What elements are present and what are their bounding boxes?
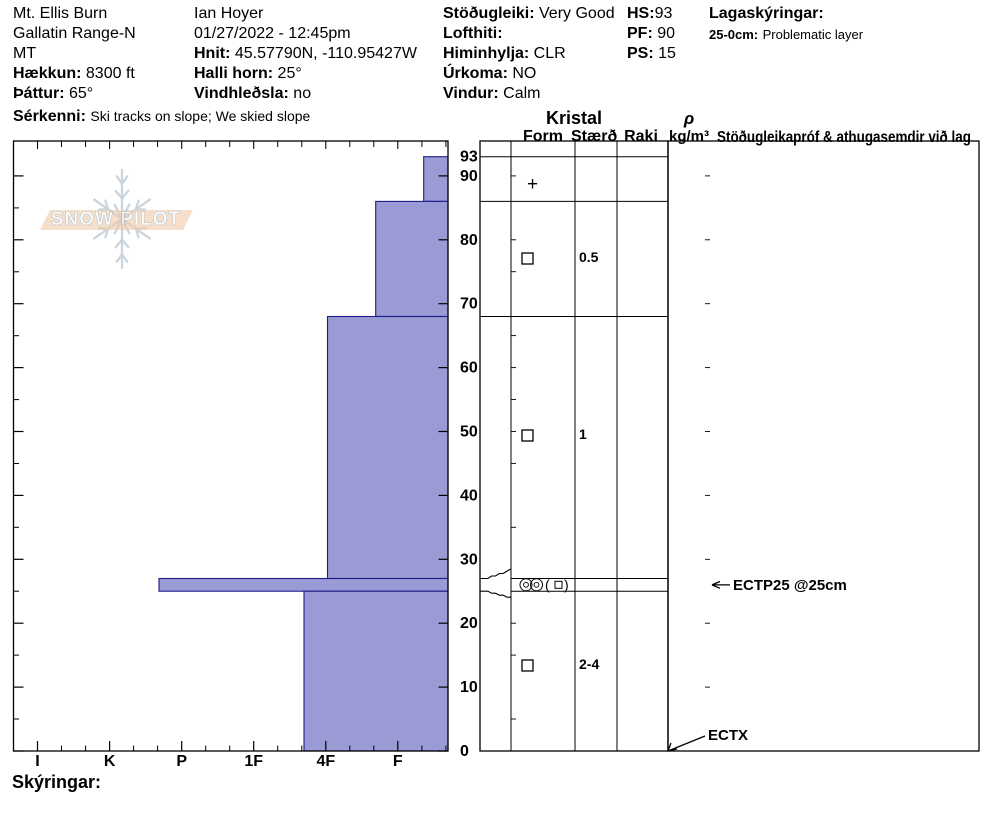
svg-text:(: ( xyxy=(545,576,550,592)
svg-text:ECTX: ECTX xyxy=(708,727,748,744)
svg-text:): ) xyxy=(564,576,569,592)
svg-text:I: I xyxy=(35,753,39,770)
svg-text:90: 90 xyxy=(460,168,478,185)
svg-text:10: 10 xyxy=(460,679,478,696)
svg-text:4F: 4F xyxy=(316,753,335,770)
svg-text:2-4: 2-4 xyxy=(579,656,599,672)
svg-text:ECTP25 @25cm: ECTP25 @25cm xyxy=(733,577,847,594)
svg-text:0.5: 0.5 xyxy=(579,249,599,265)
svg-text:40: 40 xyxy=(460,487,478,504)
svg-text:0: 0 xyxy=(460,743,469,760)
svg-text:80: 80 xyxy=(460,232,478,249)
svg-text:1F: 1F xyxy=(244,753,263,770)
svg-text:K: K xyxy=(104,753,116,770)
svg-text:1: 1 xyxy=(579,426,587,442)
svg-text:60: 60 xyxy=(460,360,478,377)
svg-text:20: 20 xyxy=(460,615,478,632)
svg-text:SNOW PILOT: SNOW PILOT xyxy=(51,209,181,230)
svg-text:+: + xyxy=(527,174,538,195)
svg-text:30: 30 xyxy=(460,551,478,568)
svg-text:93: 93 xyxy=(460,149,478,166)
svg-text:P: P xyxy=(176,753,187,770)
svg-text:70: 70 xyxy=(460,296,478,313)
svg-text:50: 50 xyxy=(460,424,478,441)
svg-text:F: F xyxy=(393,753,403,770)
